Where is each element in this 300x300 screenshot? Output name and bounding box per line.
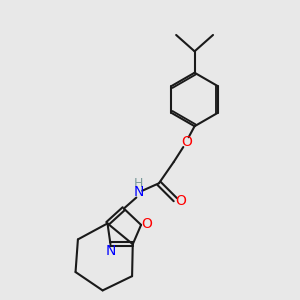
Text: O: O <box>181 135 192 149</box>
Text: H: H <box>134 177 143 190</box>
Text: N: N <box>134 185 144 199</box>
Text: N: N <box>105 244 116 258</box>
Text: O: O <box>175 194 186 208</box>
Text: O: O <box>142 217 152 231</box>
